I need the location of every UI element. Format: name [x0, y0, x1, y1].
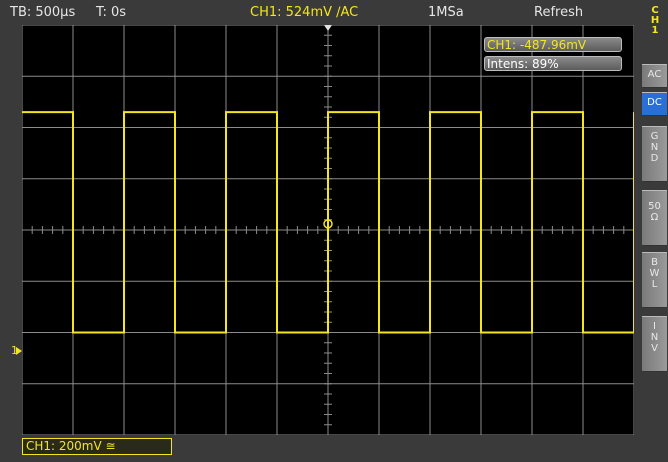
button-label: V	[651, 343, 658, 354]
timebase-label[interactable]: TB: 500µs	[10, 5, 76, 20]
ac-coupling-button[interactable]: AC	[642, 64, 667, 88]
scope-display[interactable]: CH1: -487.96mV Intens: 89%	[22, 25, 634, 435]
menu-title-char: C	[651, 5, 659, 16]
trigger-position-marker	[323, 25, 333, 229]
ch1-measurement-readout[interactable]: CH1: -487.96mV	[484, 37, 622, 52]
ch1-ground-marker-icon[interactable]: 1	[10, 343, 22, 357]
trigger-level-marker-icon	[323, 219, 333, 229]
ch1-waveform	[22, 111, 634, 334]
invert-button[interactable]: I N V	[642, 316, 667, 372]
menu-title-char: H	[650, 15, 660, 26]
button-label: D	[650, 153, 659, 164]
status-bar: TB: 500µs T: 0s CH1: 524mV ∕AC 1MSa Refr…	[0, 0, 640, 24]
menu-title-char: 1	[651, 25, 659, 36]
menu-title: C H 1	[642, 6, 668, 36]
trigger-info-label[interactable]: CH1: 524mV ∕AC	[250, 5, 359, 20]
trigger-time-label[interactable]: T: 0s	[96, 5, 127, 20]
intensity-readout[interactable]: Intens: 89%	[484, 56, 622, 71]
ch1-scale-label[interactable]: CH1: 200mV ≅	[22, 438, 172, 455]
button-label: N	[650, 142, 659, 153]
button-label: B	[651, 257, 658, 268]
button-label: N	[650, 332, 659, 343]
trigger-time-marker-icon	[324, 25, 332, 31]
sample-rate-label: 1MSa	[428, 5, 464, 20]
button-label: Ω	[650, 212, 659, 223]
button-label: AC	[647, 69, 662, 80]
gnd-button[interactable]: G N D	[642, 126, 667, 182]
channel-side-menu: C H 1 AC DC G N D 50 Ω B W L I N V	[642, 0, 668, 462]
50-ohm-button[interactable]: 50 Ω	[642, 190, 667, 246]
button-label: DC	[647, 97, 662, 108]
button-label: W	[649, 268, 660, 279]
bandwidth-limit-button[interactable]: B W L	[642, 252, 667, 308]
button-label: G	[650, 131, 659, 142]
dc-coupling-button[interactable]: DC	[642, 92, 667, 116]
svg-text:1: 1	[11, 344, 18, 357]
button-label: 50	[648, 201, 661, 212]
waveform-area	[22, 25, 634, 435]
button-label: I	[653, 321, 656, 332]
acquisition-mode-label[interactable]: Refresh	[534, 5, 584, 20]
button-label: L	[651, 279, 658, 290]
